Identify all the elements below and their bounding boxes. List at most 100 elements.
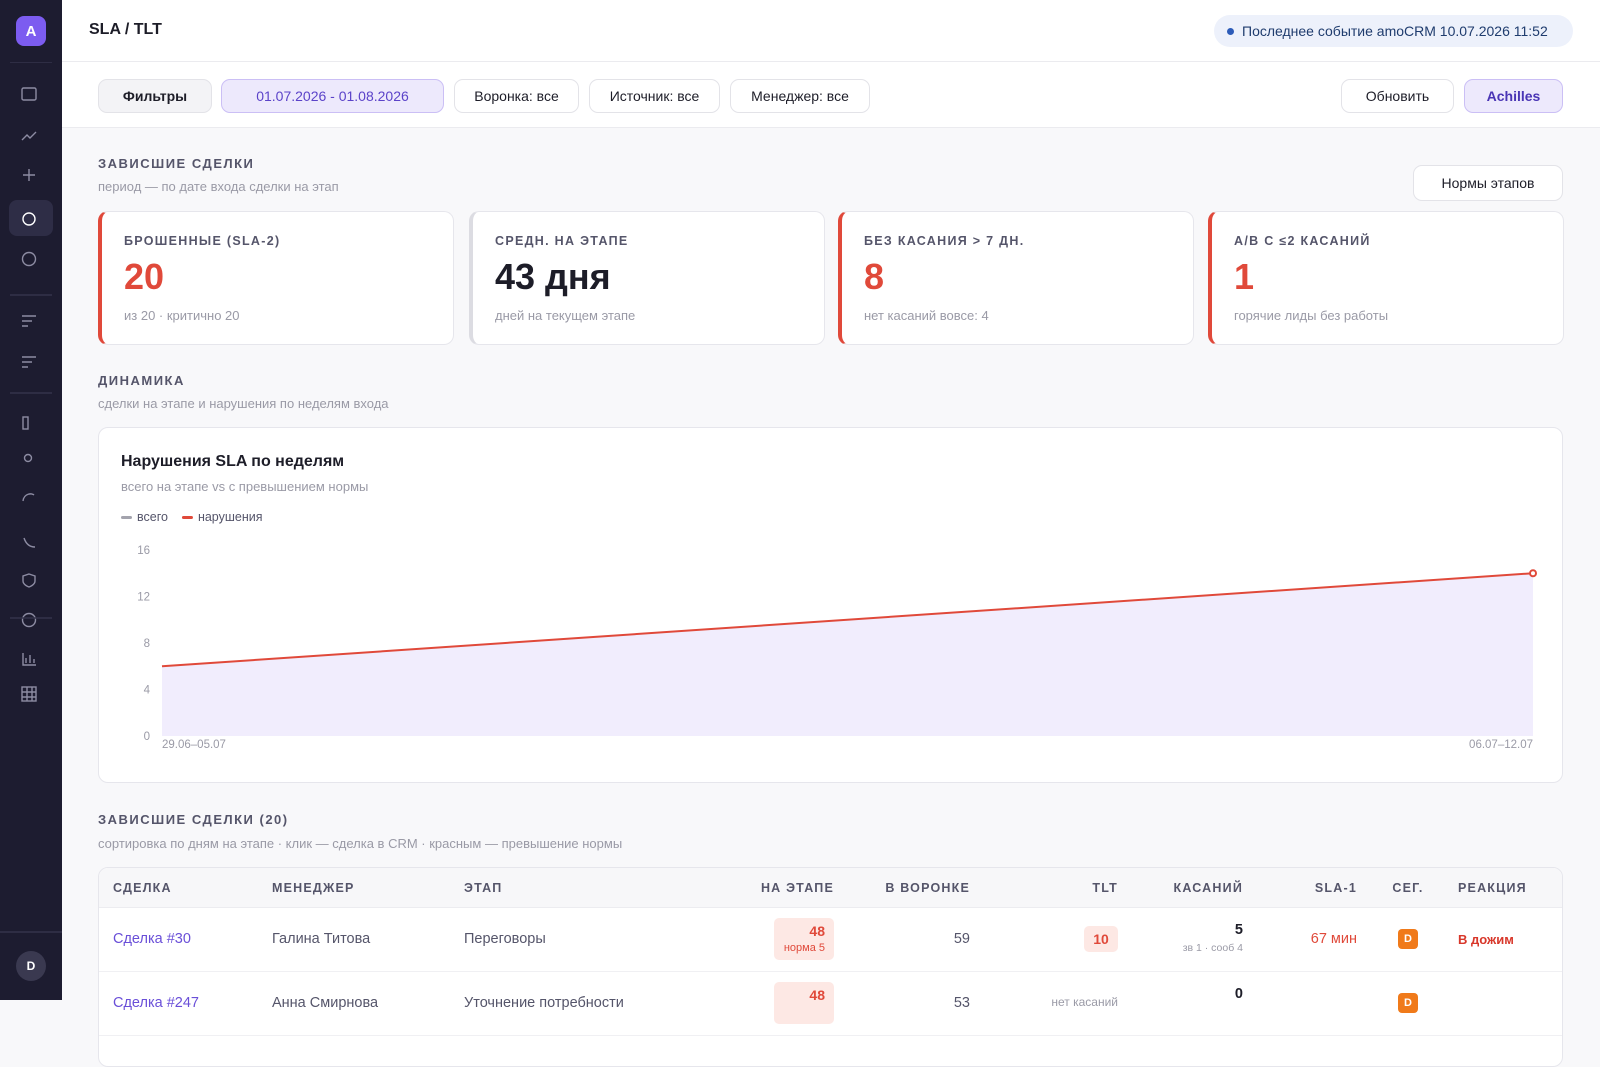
- end-point: [1529, 569, 1537, 578]
- chart-card: Нарушения SLA по неделям всего на этапе v…: [98, 427, 1563, 783]
- manager: Анна Смирнова: [272, 995, 379, 1011]
- assistant-button[interactable]: Achilles: [1464, 79, 1563, 113]
- refresh-button[interactable]: Обновить: [1341, 79, 1454, 113]
- y-tick-label: 8: [144, 638, 150, 650]
- kpi-card: БРОШЕННЫЕ (SLA-2) 20 из 20 · критично 20: [98, 211, 454, 345]
- nav-icon[interactable]: [22, 573, 36, 588]
- kpi-note: дней на текущем этапе: [495, 308, 636, 323]
- label: Менеджер: все: [751, 88, 849, 104]
- nav-icon[interactable]: [22, 416, 29, 430]
- table-header: [99, 868, 1562, 908]
- source-select[interactable]: Источник: все: [589, 79, 720, 113]
- label: Achilles: [1486, 88, 1541, 104]
- funnel-select[interactable]: Воронка: все: [454, 79, 579, 113]
- x-tick-label: 29.06–05.07: [162, 739, 226, 751]
- date-picker[interactable]: 01.07.2026 - 01.08.2026: [221, 79, 444, 113]
- deal-link[interactable]: Сделка #30: [113, 931, 191, 947]
- chart-title: Нарушения SLA по неделям: [121, 453, 344, 470]
- segment-badge: D: [1398, 929, 1418, 949]
- legend-swatch: [121, 516, 132, 519]
- kpi-card: A/B С ≤2 КАСАНИЙ 1 горячие лиды без работы: [1208, 211, 1564, 345]
- column-header: КАСАНИЙ: [1173, 881, 1243, 895]
- kpi-label: БЕЗ КАСАНИЯ > 7 ДН.: [864, 234, 1025, 248]
- table-row[interactable]: [99, 908, 1562, 972]
- column-header: НА ЭТАПЕ: [760, 881, 834, 895]
- nav-icons: [0, 62, 62, 933]
- reaction: В дожим: [1458, 932, 1514, 947]
- chart: Нарушения SLA по неделям всего на этапе v…: [121, 453, 1537, 751]
- logo[interactable]: A: [16, 16, 46, 46]
- value: D: [1404, 997, 1412, 1009]
- column-header: TLT: [1092, 881, 1118, 895]
- y-tick-label: 0: [144, 731, 150, 743]
- header: SLA / TLT Последнее событие amoCRM 10.07…: [62, 0, 1600, 62]
- column-header: В ВОРОНКЕ: [885, 881, 970, 895]
- nav-icon[interactable]: [22, 653, 36, 666]
- nav-icon[interactable]: [22, 356, 36, 368]
- nav-icon[interactable]: [23, 169, 35, 181]
- label: Нормы этапов: [1441, 175, 1535, 191]
- kpi-label: СРЕДН. НА ЭТАПЕ: [495, 234, 629, 248]
- touches: 5: [1234, 922, 1243, 938]
- filters-button[interactable]: Фильтры: [98, 79, 212, 113]
- section-subtitle: сделки на этапе и нарушения по неделям в…: [98, 396, 389, 411]
- kpi-note: горячие лиды без работы: [1234, 308, 1389, 323]
- sla: 67 мин: [1310, 931, 1357, 947]
- column-header: РЕАКЦИЯ: [1458, 881, 1527, 895]
- user-avatar[interactable]: D: [16, 951, 46, 981]
- x-tick-label: 06.07–12.07: [1469, 739, 1533, 751]
- nav-icon[interactable]: [21, 87, 37, 101]
- nav-icon[interactable]: [23, 453, 33, 463]
- section-subtitle: период — по дате входа сделки на этап: [98, 179, 339, 194]
- kpi-value: 8: [864, 256, 885, 297]
- touches: 0: [1234, 986, 1243, 1002]
- stage: Уточнение потребности: [464, 995, 624, 1011]
- days-in-funnel: 59: [953, 931, 970, 947]
- manager-select[interactable]: Менеджер: все: [730, 79, 870, 113]
- nav-icon[interactable]: [21, 686, 37, 702]
- nav-icon[interactable]: [21, 612, 37, 628]
- kpi-card: БЕЗ КАСАНИЯ > 7 ДН. 8 нет касаний вовсе: 4: [838, 211, 1194, 345]
- legend-swatch: [181, 516, 193, 519]
- manager: Галина Титова: [272, 931, 371, 947]
- nav-icon[interactable]: [21, 251, 37, 267]
- section-title: ЗАВИСШИЕ СДЕЛКИ (20): [98, 812, 289, 827]
- days-in-funnel: 53: [953, 995, 970, 1011]
- nav-icon[interactable]: [22, 315, 36, 327]
- value: D: [1404, 933, 1412, 945]
- table: СДЕЛКА МЕНЕДЖЕР ЭТАП НА ЭТАПЕ В ВОРОНКЕ TLT КА…: [98, 867, 1563, 1067]
- column-header: SLA-1: [1314, 881, 1357, 895]
- y-tick-label: 16: [137, 545, 150, 557]
- kpi-label: A/B С ≤2 КАСАНИЙ: [1234, 234, 1371, 248]
- kpi-value: 20: [124, 256, 165, 297]
- y-tick-label: 12: [137, 592, 150, 604]
- norm: норма 5: [783, 942, 825, 954]
- norms-button[interactable]: Нормы этапов: [1413, 165, 1563, 201]
- legend-label: нарушения: [198, 510, 263, 524]
- label: Источник: все: [609, 88, 700, 104]
- kpi-card: СРЕДН. НА ЭТАПЕ 43 дня дней на текущем эта…: [469, 211, 825, 345]
- nav-icon[interactable]: [22, 212, 36, 226]
- deal-link[interactable]: Сделка #247: [113, 995, 199, 1011]
- section-subtitle: сортировка по дням на этапе · клик — сде…: [98, 836, 623, 851]
- series-area: [162, 573, 1533, 736]
- status-pill: Последнее событие amoCRM 10.07.2026 11:5…: [1214, 15, 1573, 47]
- column-header: СЕГ.: [1392, 881, 1424, 895]
- nav-icon[interactable]: [22, 687, 36, 701]
- nav-icon[interactable]: [21, 131, 37, 141]
- nav-icon[interactable]: [22, 493, 36, 548]
- kpi-note: из 20 · критично 20: [124, 308, 240, 323]
- column-header: МЕНЕДЖЕР: [272, 881, 355, 895]
- tlt-note: нет касаний: [1051, 995, 1118, 1009]
- filter-bar: Фильтры 01.07.2026 - 01.08.2026 Воронка:…: [62, 62, 1600, 128]
- nav-active: [9, 200, 53, 236]
- y-tick-label: 4: [144, 685, 151, 697]
- value: 10: [1093, 931, 1109, 947]
- section-title: ДИНАМИКА: [98, 373, 185, 388]
- label: Обновить: [1365, 88, 1430, 104]
- days-on-stage: 48: [774, 982, 834, 1024]
- column-header: ЭТАП: [464, 881, 503, 895]
- sidebar: A: [0, 0, 62, 1000]
- label: Фильтры: [122, 88, 188, 104]
